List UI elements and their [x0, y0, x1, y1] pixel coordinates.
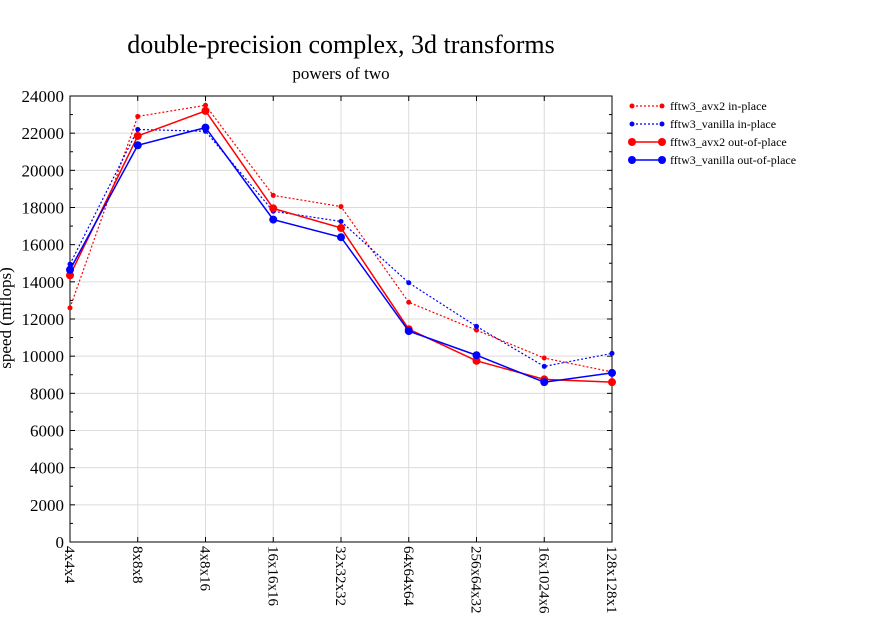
- data-point: [338, 204, 344, 210]
- legend-marker: [659, 103, 665, 109]
- data-point: [472, 351, 481, 360]
- x-tick-label: 4x4x4: [61, 546, 77, 584]
- data-point: [203, 102, 208, 108]
- data-point: [201, 106, 210, 115]
- plot-frame: [69, 95, 613, 543]
- data-point: [201, 123, 210, 132]
- data-point: [404, 327, 413, 336]
- data-point: [66, 265, 74, 274]
- y-tick-label: 14000: [22, 273, 65, 292]
- x-tick-label: 8x8x8: [129, 546, 145, 584]
- data-point: [541, 355, 547, 361]
- data-point: [609, 350, 615, 356]
- y-tick-label: 2000: [30, 496, 64, 515]
- data-point: [608, 368, 616, 377]
- x-tick-label: 16x1024x6: [535, 546, 551, 614]
- x-tick-label: 128x128x1: [603, 546, 619, 614]
- y-tick-label: 10000: [22, 347, 65, 366]
- chart-title: double-precision complex, 3d transforms: [127, 30, 554, 59]
- series-group: [66, 102, 616, 387]
- legend-marker: [658, 156, 666, 164]
- data-point: [133, 131, 142, 140]
- data-point: [135, 113, 141, 119]
- y-tick-label: 24000: [22, 87, 65, 106]
- data-point: [133, 141, 142, 150]
- legend-marker: [628, 138, 636, 146]
- data-point: [608, 378, 616, 387]
- legend-marker: [659, 121, 665, 127]
- y-tick-label: 8000: [30, 384, 64, 403]
- data-point: [67, 261, 73, 267]
- data-point: [338, 218, 344, 224]
- y-tick-labels: 0 2000 4000 6000 8000 10000 12000 14000 16000 180…: [22, 87, 65, 552]
- legend-entry-4: fftw3_vanilla out-of-place: [628, 153, 796, 167]
- series-4: [66, 123, 616, 387]
- y-tick-label: 6000: [30, 422, 64, 441]
- data-point: [66, 271, 74, 280]
- data-point: [337, 223, 345, 232]
- legend-entry-1: fftw3_avx2 in-place: [629, 99, 767, 113]
- y-tick-label: 20000: [22, 161, 65, 180]
- legend-label: fftw3_vanilla in-place: [670, 117, 776, 131]
- y-tick-label: 4000: [30, 459, 64, 478]
- x-tick-label: 256x64x32: [468, 546, 484, 614]
- legend-label: fftw3_vanilla out-of-place: [670, 153, 796, 167]
- legend: fftw3_avx2 in-place fftw3_vanilla in-plac…: [628, 99, 796, 167]
- legend-marker: [629, 103, 635, 109]
- legend-entry-2: fftw3_vanilla in-place: [629, 117, 776, 131]
- data-point: [406, 280, 412, 286]
- data-point: [474, 327, 479, 333]
- y-tick-label: 18000: [22, 199, 65, 218]
- data-point: [472, 356, 481, 365]
- data-point: [474, 323, 479, 329]
- grid: [70, 95, 612, 542]
- x-tick-label: 32x32x32: [332, 546, 348, 606]
- legend-marker: [629, 121, 635, 127]
- axes: [69, 95, 613, 543]
- y-axis-label: speed (mflops): [0, 267, 15, 369]
- y-tick-label: 0: [56, 533, 65, 552]
- x-tick-label: 4x8x16: [197, 546, 213, 592]
- legend-label: fftw3_avx2 in-place: [670, 99, 767, 113]
- x-tick-label: 64x64x64: [400, 546, 416, 607]
- legend-marker: [658, 138, 666, 146]
- legend-marker: [628, 156, 636, 164]
- data-point: [269, 204, 278, 213]
- x-tick-label: 16x16x16: [264, 546, 280, 607]
- data-point: [406, 299, 412, 305]
- chart-subtitle: powers of two: [292, 64, 389, 83]
- x-tick-labels: 4x4x4 8x8x8 4x8x16 16x16x16 32x32x32 64x64x64…: [61, 546, 619, 614]
- data-point: [269, 215, 278, 224]
- y-tick-label: 16000: [22, 236, 65, 255]
- y-tick-label: 12000: [22, 310, 65, 329]
- legend-entry-3: fftw3_avx2 out-of-place: [628, 135, 787, 149]
- y-tick-label: 22000: [22, 124, 65, 143]
- data-point: [270, 192, 276, 198]
- data-point: [135, 126, 141, 132]
- data-point: [541, 363, 547, 369]
- data-point: [337, 233, 345, 242]
- legend-label: fftw3_avx2 out-of-place: [670, 135, 787, 149]
- data-point: [540, 378, 549, 387]
- data-point: [67, 305, 73, 311]
- series-line: [69, 128, 613, 368]
